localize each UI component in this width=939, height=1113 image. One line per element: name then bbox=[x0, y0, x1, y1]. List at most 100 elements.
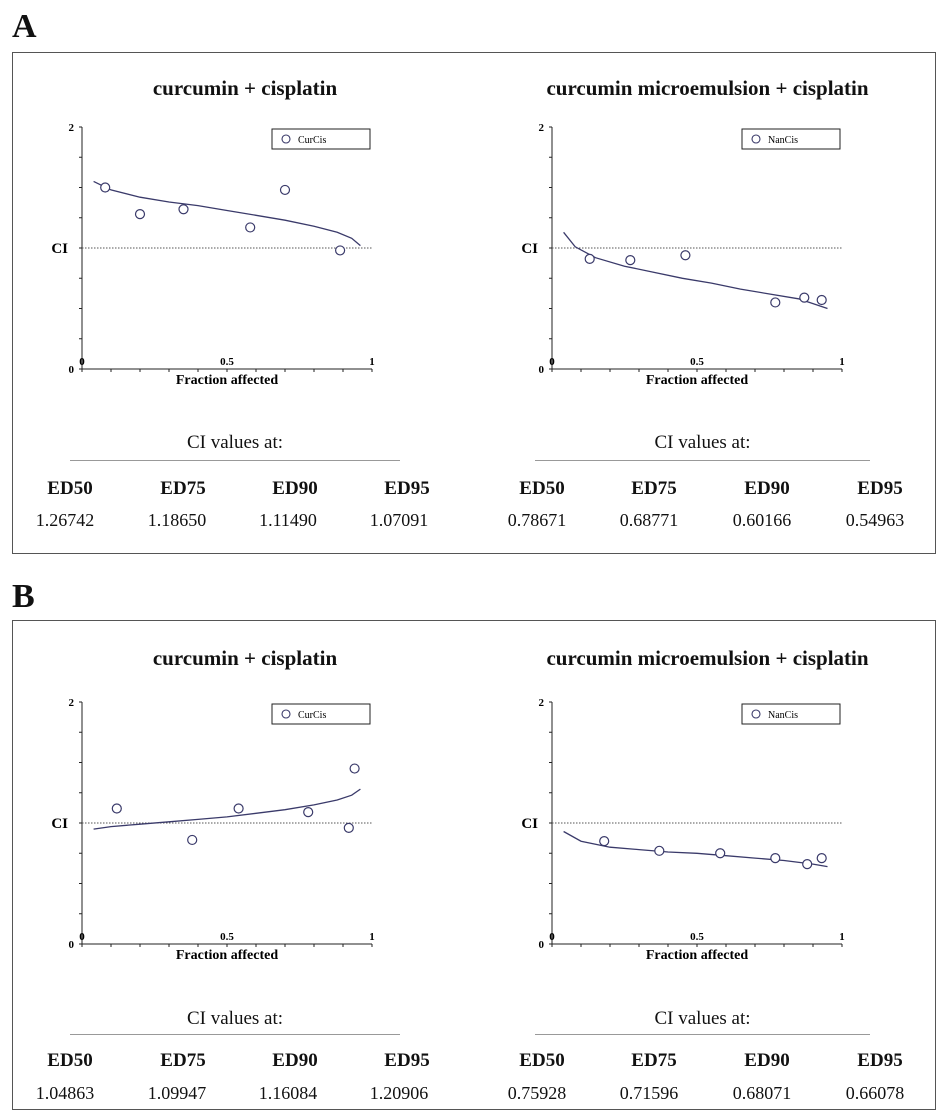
ci-values-heading: CI values at: bbox=[654, 1008, 751, 1029]
ed95-label: ED95 bbox=[384, 478, 430, 499]
fit-curve bbox=[93, 788, 361, 830]
ed90-label: ED90 bbox=[744, 1050, 790, 1071]
x-tick-label: 0.5 bbox=[690, 356, 704, 368]
data-point bbox=[303, 807, 314, 818]
x-tick-label: 1 bbox=[369, 931, 375, 943]
panel-letter-b: B bbox=[12, 578, 35, 615]
chart-plot: 0 0.5 1 0 2 Fraction affected CI NanCis bbox=[521, 122, 845, 388]
legend-label: CurCis bbox=[298, 135, 326, 146]
data-point bbox=[335, 245, 346, 256]
legend-box bbox=[271, 128, 371, 150]
y-axis-label: CI bbox=[51, 241, 68, 257]
ed50-value: 1.04863 bbox=[35, 1083, 95, 1103]
ed90-value: 0.60166 bbox=[732, 510, 792, 530]
data-point bbox=[134, 209, 146, 220]
ci-values-divider bbox=[70, 460, 400, 461]
chart-plot: 0 0.5 1 0 2 Fraction affected CI CurCis bbox=[51, 697, 375, 963]
legend-marker bbox=[751, 134, 761, 144]
data-point bbox=[111, 803, 122, 814]
ed75-label: ED75 bbox=[160, 1050, 206, 1071]
legend-box bbox=[741, 703, 841, 725]
data-point bbox=[680, 250, 691, 261]
data-point bbox=[816, 852, 827, 864]
data-point bbox=[584, 253, 595, 264]
legend-marker bbox=[281, 134, 291, 144]
chart-title: curcumin + cisplatin bbox=[152, 646, 338, 670]
y-tick-label: 2 bbox=[539, 122, 545, 134]
ci-values-heading: CI values at: bbox=[186, 432, 284, 453]
fit-curve bbox=[563, 231, 828, 310]
x-axis-label: Fraction affected bbox=[176, 948, 278, 963]
panel-a-frame bbox=[12, 52, 936, 554]
data-point bbox=[279, 184, 291, 196]
ci-values-divider bbox=[535, 460, 870, 461]
data-point bbox=[799, 292, 810, 303]
ci-values-divider bbox=[535, 1034, 870, 1035]
data-point bbox=[654, 845, 665, 856]
y-tick-label: 0 bbox=[69, 939, 75, 951]
ed75-label: ED75 bbox=[631, 1050, 677, 1071]
ed50-label: ED50 bbox=[47, 478, 93, 499]
ed75-value: 0.71596 bbox=[619, 1083, 679, 1103]
ed50-label: ED50 bbox=[519, 478, 565, 499]
ed90-label: ED90 bbox=[272, 1050, 318, 1071]
y-axis-label: CI bbox=[521, 241, 538, 257]
legend-marker bbox=[751, 709, 761, 719]
ed50-label: ED50 bbox=[519, 1050, 565, 1071]
panel-letter-a: A bbox=[12, 8, 37, 45]
x-tick-label: 1 bbox=[839, 931, 845, 943]
data-point bbox=[187, 834, 198, 846]
ed75-value: 1.09947 bbox=[147, 1083, 207, 1103]
y-tick-label: 2 bbox=[69, 697, 75, 709]
ed75-label: ED75 bbox=[160, 478, 206, 499]
x-tick-label: 0 bbox=[549, 931, 555, 943]
y-tick-label: 2 bbox=[539, 697, 545, 709]
data-point bbox=[816, 294, 827, 306]
ci-values-heading: CI values at: bbox=[654, 432, 751, 453]
x-tick-label: 0 bbox=[549, 356, 555, 368]
data-point bbox=[625, 255, 636, 266]
ed90-label: ED90 bbox=[272, 478, 318, 499]
x-tick-label: 1 bbox=[839, 356, 845, 368]
data-point bbox=[599, 836, 610, 847]
chart-title: curcumin + cisplatin bbox=[152, 76, 338, 100]
chart-title: curcumin microemulsion + cisplatin bbox=[546, 76, 869, 100]
legend-label: CurCis bbox=[298, 710, 326, 721]
data-point bbox=[802, 859, 813, 870]
data-point bbox=[770, 297, 781, 308]
legend-marker bbox=[281, 709, 291, 719]
legend-box bbox=[741, 128, 841, 150]
chart-plot: 0 0.5 1 0 2 Fraction affected CI NanCis bbox=[521, 697, 845, 963]
panel-b-frame bbox=[12, 620, 936, 1110]
ed50-value: 1.26742 bbox=[35, 510, 95, 530]
ed75-label: ED75 bbox=[631, 478, 677, 499]
ed95-value: 1.07091 bbox=[369, 510, 429, 530]
ci-values-heading: CI values at: bbox=[186, 1008, 284, 1029]
ed90-value: 1.16084 bbox=[258, 1083, 318, 1103]
fit-curve bbox=[563, 830, 828, 868]
data-point bbox=[100, 182, 111, 193]
chart-title: curcumin microemulsion + cisplatin bbox=[546, 646, 869, 670]
ed50-value: 0.78671 bbox=[507, 510, 567, 530]
y-tick-label: 0 bbox=[69, 364, 75, 376]
y-axis-label: CI bbox=[51, 816, 68, 832]
ed90-value: 0.68071 bbox=[732, 1083, 792, 1103]
ed50-value: 0.75928 bbox=[507, 1083, 567, 1103]
ci-values-divider bbox=[70, 1034, 400, 1035]
y-tick-label: 0 bbox=[539, 939, 545, 951]
ed95-label: ED95 bbox=[384, 1050, 430, 1071]
ed95-label: ED95 bbox=[857, 478, 903, 499]
data-point bbox=[343, 822, 354, 833]
data-point bbox=[233, 803, 244, 814]
data-point bbox=[770, 852, 781, 864]
data-point bbox=[245, 222, 256, 233]
x-tick-label: 1 bbox=[369, 356, 375, 368]
data-point bbox=[178, 204, 189, 215]
ed75-value: 1.18650 bbox=[147, 510, 207, 530]
ed50-label: ED50 bbox=[47, 1050, 93, 1071]
fit-curve bbox=[93, 180, 361, 247]
ed90-label: ED90 bbox=[744, 478, 790, 499]
ed95-value: 0.66078 bbox=[845, 1083, 905, 1103]
legend-box bbox=[271, 703, 371, 725]
x-tick-label: 0.5 bbox=[220, 931, 234, 943]
